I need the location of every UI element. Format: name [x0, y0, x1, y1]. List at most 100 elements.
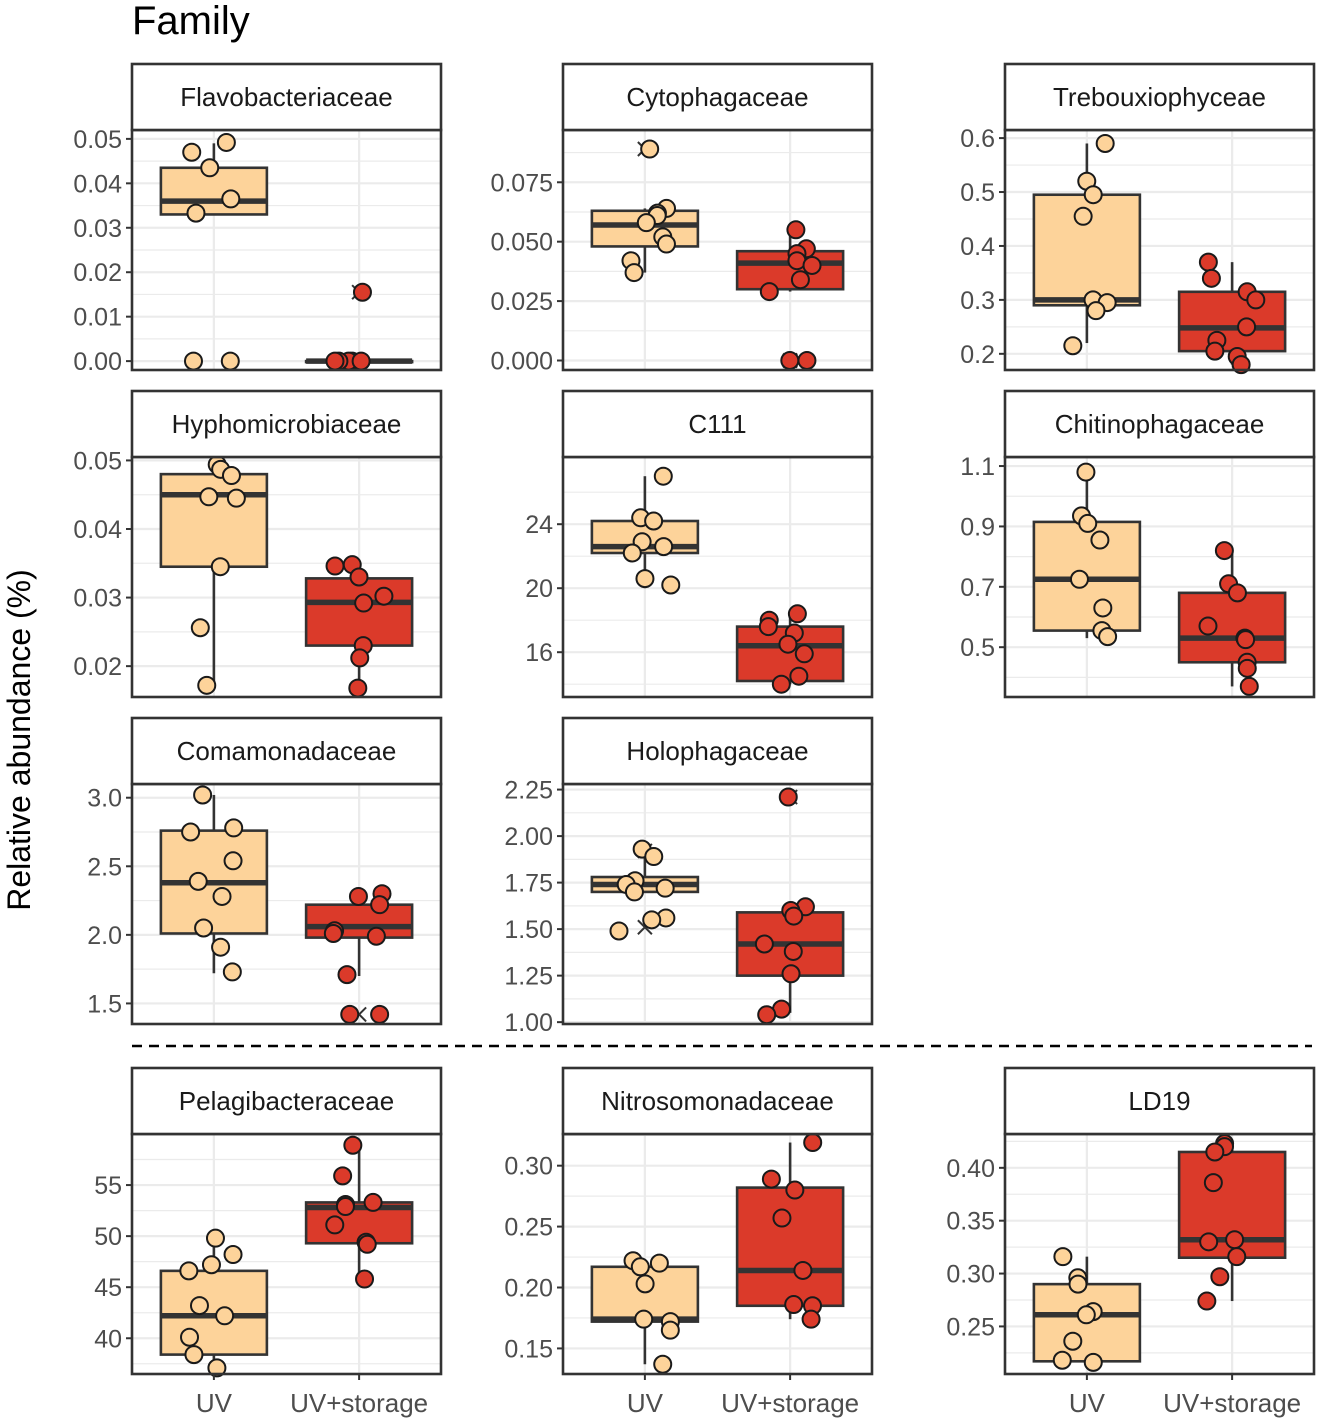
x-tick-label: UV	[1069, 1388, 1106, 1418]
data-point	[624, 263, 644, 283]
data-point	[1201, 268, 1221, 288]
y-tick-label: 0.02	[73, 259, 122, 287]
data-point	[1227, 1247, 1247, 1267]
data-point	[653, 466, 673, 486]
y-tick-label: 1.00	[504, 1009, 553, 1037]
box-uv	[159, 472, 269, 569]
data-point	[224, 818, 244, 838]
data-point	[1214, 541, 1234, 561]
box-uv	[159, 1269, 269, 1356]
data-point	[783, 941, 803, 961]
data-point	[193, 785, 213, 805]
y-tick-label: 0.25	[946, 1313, 995, 1341]
data-point	[661, 575, 681, 595]
data-point	[1073, 206, 1093, 226]
data-point	[188, 871, 208, 891]
strip-label: Chitinophagaceae	[1055, 409, 1265, 439]
data-point	[786, 220, 806, 240]
x-tick-label: UV+storage	[290, 1388, 428, 1418]
data-point	[366, 926, 386, 946]
data-point	[335, 1197, 355, 1217]
y-tick-label: 20	[525, 575, 553, 603]
data-point	[183, 351, 203, 371]
y-tick-label: 55	[94, 1172, 122, 1200]
strip-label: Cytophagaceae	[626, 82, 808, 112]
data-point	[785, 1180, 805, 1200]
data-point	[1069, 569, 1089, 589]
data-point	[778, 634, 798, 654]
strip-background	[130, 1066, 443, 1136]
box-uv-storage	[304, 903, 414, 939]
strip-background	[130, 389, 443, 459]
data-point	[340, 1004, 360, 1024]
data-point	[197, 675, 217, 695]
data-point	[363, 1192, 383, 1212]
y-tick-label: 0.7	[960, 574, 995, 602]
data-point	[205, 1228, 225, 1248]
panel-0: 0.00 0.01 0.02 0.03 0.04 0.05 Flavobacteriacea…	[73, 62, 443, 376]
data-point	[352, 282, 372, 302]
data-point	[212, 886, 232, 906]
data-point	[1198, 616, 1218, 636]
y-tick-label: 0.01	[73, 304, 122, 332]
data-point	[1095, 133, 1115, 153]
y-tick-label: 0.05	[73, 447, 122, 475]
data-point	[1083, 185, 1103, 205]
strip-background	[1003, 62, 1316, 132]
data-point	[221, 466, 241, 486]
data-point	[348, 678, 368, 698]
y-tick-label: 2.5	[87, 853, 122, 881]
strip-background	[1003, 1066, 1316, 1136]
strip-label: Hyphomicrobiaceae	[172, 409, 402, 439]
data-point	[609, 921, 629, 941]
y-tick-label: 0.40	[946, 1155, 995, 1183]
data-point	[211, 937, 231, 957]
data-point	[215, 1306, 235, 1326]
y-tick-label: 0.05	[73, 126, 122, 154]
data-point	[1098, 627, 1118, 647]
data-point	[797, 350, 817, 370]
data-point	[199, 487, 219, 507]
y-tick-label: 0.3	[960, 287, 995, 315]
panel-4: 16 20 24 C111	[525, 389, 874, 699]
data-point	[226, 488, 246, 508]
figure-title: Family	[132, 0, 250, 43]
y-tick-label: 16	[525, 639, 553, 667]
data-point	[660, 1320, 680, 1340]
panel-8: 40 45 50 55 Pelagibacteraceae UV UV+storage	[94, 1066, 443, 1418]
y-tick-label: 0.025	[490, 288, 553, 316]
data-point	[802, 255, 822, 275]
data-point	[789, 666, 809, 686]
y-tick-label: 0.04	[73, 516, 122, 544]
data-point	[337, 965, 357, 985]
y-tick-label: 0.050	[490, 229, 553, 257]
data-point	[1053, 1247, 1073, 1267]
data-point	[757, 1005, 777, 1025]
y-tick-label: 50	[94, 1223, 122, 1251]
data-point	[1210, 1267, 1230, 1287]
panel-border	[561, 782, 874, 1026]
data-point	[210, 557, 230, 577]
strip-label: Flavobacteriaceae	[180, 82, 392, 112]
data-point	[325, 1215, 345, 1235]
data-point	[1236, 630, 1256, 650]
data-point	[348, 886, 368, 906]
data-point	[784, 906, 804, 926]
data-point	[656, 234, 676, 254]
data-point	[190, 618, 210, 638]
data-point	[189, 1296, 209, 1316]
data-point	[1237, 658, 1257, 678]
y-tick-label: 0.5	[960, 179, 995, 207]
data-point	[634, 1309, 654, 1329]
box-uv-storage	[1177, 290, 1287, 353]
data-point	[325, 556, 345, 576]
data-point	[180, 1327, 200, 1347]
y-tick-label: 0.02	[73, 653, 122, 681]
y-tick-label: 0.25	[504, 1214, 553, 1242]
data-point	[1076, 462, 1096, 482]
data-point	[1052, 1350, 1072, 1370]
strip-background	[130, 62, 443, 132]
data-point	[1198, 252, 1218, 272]
data-point	[350, 648, 370, 668]
data-point	[642, 910, 662, 930]
